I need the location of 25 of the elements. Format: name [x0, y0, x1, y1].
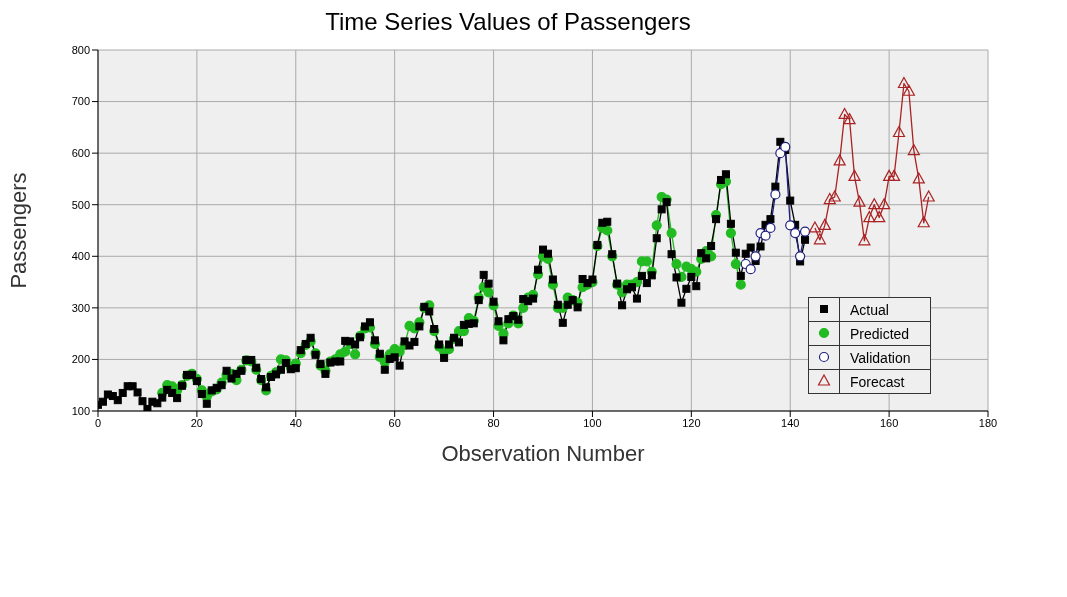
x-tick-label: 80 — [487, 416, 500, 429]
x-tick-label: 120 — [682, 416, 701, 429]
x-tick-label: 140 — [781, 416, 800, 429]
x-tick-label: 0 — [94, 416, 102, 429]
y-tick-label: 800 — [71, 43, 90, 56]
legend-label: Predicted — [839, 321, 931, 346]
legend-label: Validation — [839, 345, 931, 370]
y-axis-title: Passengers — [5, 172, 31, 289]
x-tick-label: 40 — [289, 416, 302, 429]
x-tick-label: 160 — [879, 416, 899, 429]
legend-label: Forecast — [839, 369, 931, 394]
x-tick-label: 60 — [388, 416, 401, 429]
y-tick-label: 200 — [71, 353, 90, 366]
y-tick-label: 300 — [71, 301, 90, 314]
x-axis-title: Observation Number — [441, 441, 645, 466]
y-tick-label: 700 — [71, 95, 90, 108]
x-tick-label: 20 — [190, 416, 204, 429]
chart-title: Time Series Values of Passengers — [324, 8, 692, 37]
y-tick-label: 400 — [71, 250, 90, 263]
y-tick-label: 600 — [71, 147, 90, 160]
legend-label: Actual — [839, 297, 931, 322]
y-tick-label: 100 — [71, 404, 90, 417]
x-tick-label: 180 — [978, 416, 998, 429]
y-tick-label: 500 — [71, 198, 90, 211]
x-tick-label: 100 — [583, 416, 602, 429]
